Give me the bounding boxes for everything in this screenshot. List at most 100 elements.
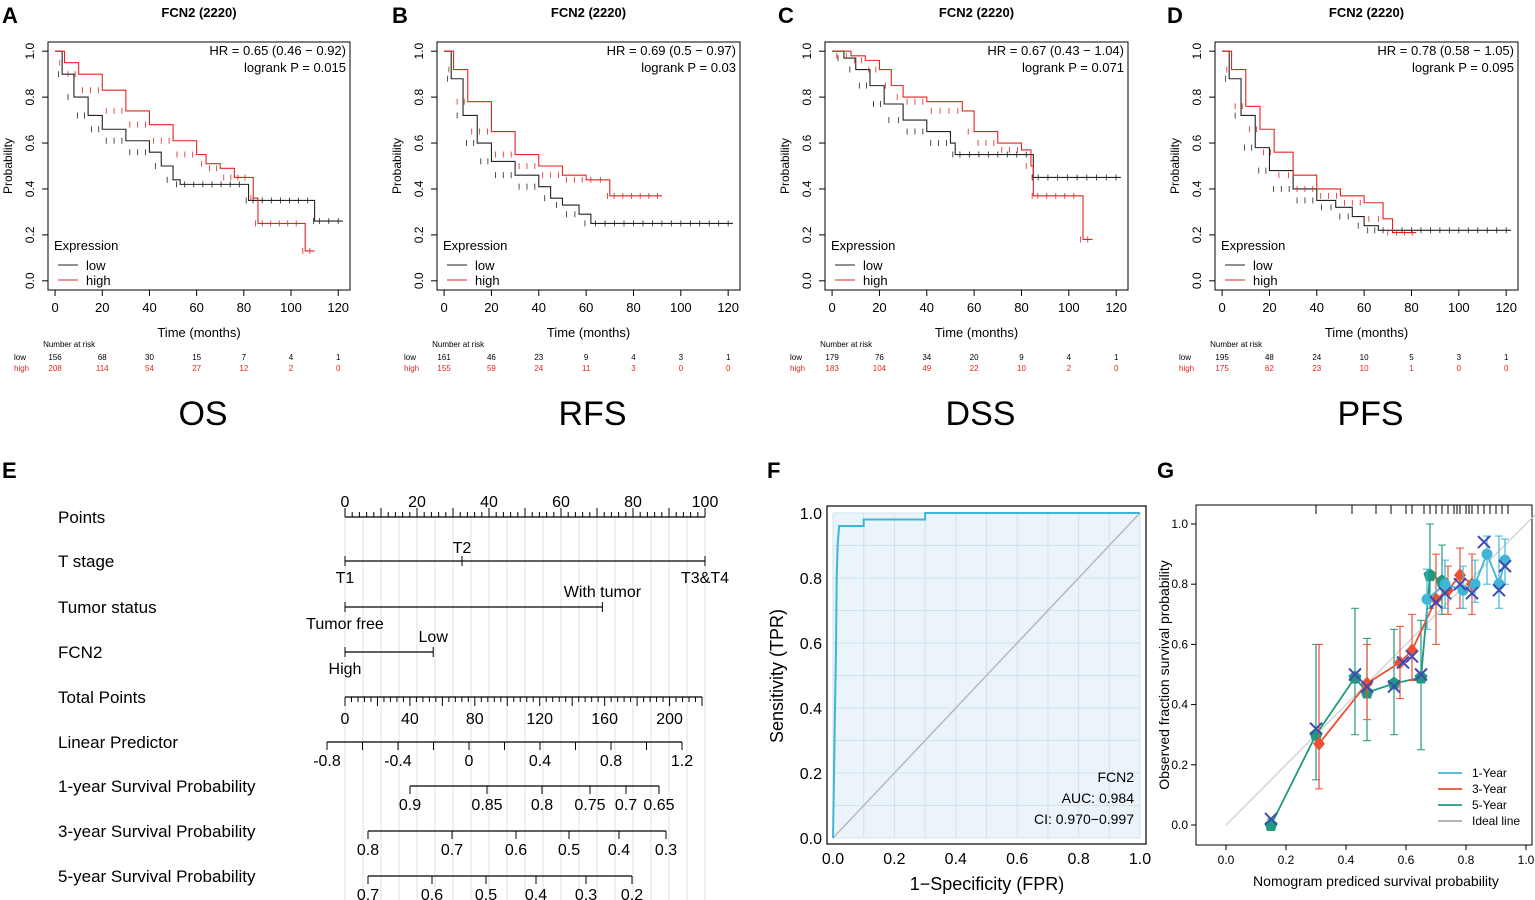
x-tick-label: 0 (828, 300, 835, 315)
risk-low-value: 161 (437, 353, 451, 362)
y-tick-label: 1.0 (800, 43, 814, 60)
y-axis-label: Sensitivity (TPR) (767, 609, 787, 743)
km-title: FCN2 (2220) (551, 5, 626, 20)
y-tick-label: 0.6 (1190, 134, 1204, 151)
panel-letter: F (767, 458, 780, 483)
x-tick-label: 20 (1262, 300, 1276, 315)
roc-panel: F 0.0 0.2 0.4 0.6 0.8 1.0 0.0 0.2 0.4 0.6 0.8 1.0 1−S… (767, 458, 1151, 894)
cross-marker (1405, 649, 1419, 664)
x-tick-label: 0.8 (1458, 853, 1475, 867)
y-tick-label: 0.4 (800, 180, 814, 197)
cross-marker (1348, 667, 1362, 682)
risk-low-value: 4 (1067, 353, 1072, 362)
risk-high-value: 27 (192, 364, 201, 373)
panel-caption: PFS (1337, 395, 1403, 433)
hazard-ratio: HR = 0.78 (0.58 − 1.05) (1377, 43, 1514, 58)
risk-title: Number at risk (1210, 340, 1263, 349)
y-tick-label: 0.2 (23, 226, 37, 243)
y-tick-label: 0.8 (800, 88, 814, 105)
km-curve-high (832, 50, 1093, 241)
points-tick-label: 100 (692, 494, 719, 511)
risk-high-value: 3 (631, 364, 636, 373)
risk-high-value: 0 (1504, 364, 1509, 373)
risk-high-label: high (404, 364, 419, 373)
x-tick-label: 0.2 (883, 851, 905, 868)
survival-3y-label: 0.7 (441, 842, 463, 859)
km-curve-high (444, 50, 662, 197)
risk-low-value: 1 (1114, 353, 1119, 362)
legend-high: high (475, 273, 500, 288)
risk-high-value: 1 (1409, 364, 1414, 373)
legend-label: 3-Year (1472, 782, 1507, 796)
y-tick-label: 0.0 (800, 831, 822, 848)
y-tick-label: 0.8 (412, 88, 426, 105)
cross-marker (1438, 586, 1452, 600)
y-axis-label: Observed fraction survival probability (1156, 560, 1172, 790)
risk-low-value: 3 (679, 353, 684, 362)
cross-marker (1453, 577, 1467, 591)
panel-caption: RFS (559, 395, 627, 433)
linear-predictor-label: 1.2 (671, 753, 693, 770)
x-tick-label: 120 (1105, 300, 1127, 315)
x-tick-label: 0.0 (1218, 853, 1235, 867)
cross-marker (1465, 586, 1479, 600)
roc-frame (826, 505, 1147, 845)
points-tick-label: 60 (552, 494, 570, 511)
x-tick-label: 0.0 (822, 851, 844, 868)
risk-high-value: 183 (825, 364, 839, 373)
x-tick-label: 40 (532, 300, 546, 315)
y-tick-label: 1.0 (1190, 43, 1204, 60)
legend-title: Expression (54, 238, 118, 253)
point-3-year (1361, 676, 1373, 691)
y-tick-label: 0.2 (412, 226, 426, 243)
survival-3y-label: 0.6 (505, 842, 527, 859)
survival-1y-label: 0.7 (615, 797, 637, 814)
risk-high-value: 155 (437, 364, 451, 373)
x-tick-label: 0.2 (1278, 853, 1295, 867)
x-tick-label: 20 (95, 300, 109, 315)
risk-low-value: 1 (336, 353, 341, 362)
nomogram-row-label: FCN2 (58, 643, 102, 662)
linear-predictor-label: -0.8 (313, 753, 341, 770)
logrank-p: logrank P = 0.015 (244, 60, 346, 75)
risk-low-value: 76 (875, 353, 884, 362)
t-stage-label: T1 (336, 570, 355, 587)
panel-caption: DSS (946, 395, 1016, 433)
y-tick-label: 0.2 (1190, 226, 1204, 243)
points-tick-label: 20 (408, 494, 426, 511)
plot-frame (824, 41, 1129, 291)
legend-high: high (863, 273, 888, 288)
tumor-status-label: With tumor (564, 584, 642, 601)
nomogram-row-label: Total Points (58, 688, 146, 707)
risk-low-value: 20 (970, 353, 979, 362)
legend-low: low (1253, 258, 1273, 273)
risk-low-value: 179 (825, 353, 839, 362)
survival-5y-label: 0.4 (525, 887, 547, 900)
point-1-year (1469, 578, 1481, 590)
point-1-year (1457, 584, 1469, 596)
y-tick-label: 0.0 (1171, 818, 1188, 832)
risk-title: Number at risk (43, 340, 96, 349)
x-tick-label: 60 (967, 300, 981, 315)
y-axis-label: Probability (1168, 138, 1182, 194)
nomogram-row-label: 3-year Survival Probability (58, 822, 256, 841)
points-tick-label: 40 (480, 494, 498, 511)
km-curve-low (55, 50, 343, 222)
cross-marker (1264, 812, 1278, 826)
risk-low-value: 1 (726, 353, 731, 362)
risk-low-value: 68 (98, 353, 107, 362)
x-axis-label: Time (months) (547, 325, 630, 340)
x-tick-label: 80 (626, 300, 640, 315)
y-axis-label: Probability (1, 138, 15, 194)
risk-low-value: 7 (242, 353, 247, 362)
nomogram-row-label: Tumor status (58, 598, 157, 617)
x-tick-label: 120 (717, 300, 739, 315)
panel-caption: OS (178, 395, 227, 433)
legend-low: low (863, 258, 883, 273)
x-tick-label: 100 (670, 300, 692, 315)
risk-low-value: 9 (584, 353, 589, 362)
y-tick-label: 1.0 (800, 506, 822, 523)
risk-high-label: high (1179, 364, 1194, 373)
y-tick-label: 1.0 (412, 43, 426, 60)
km-curve-low (444, 50, 733, 224)
